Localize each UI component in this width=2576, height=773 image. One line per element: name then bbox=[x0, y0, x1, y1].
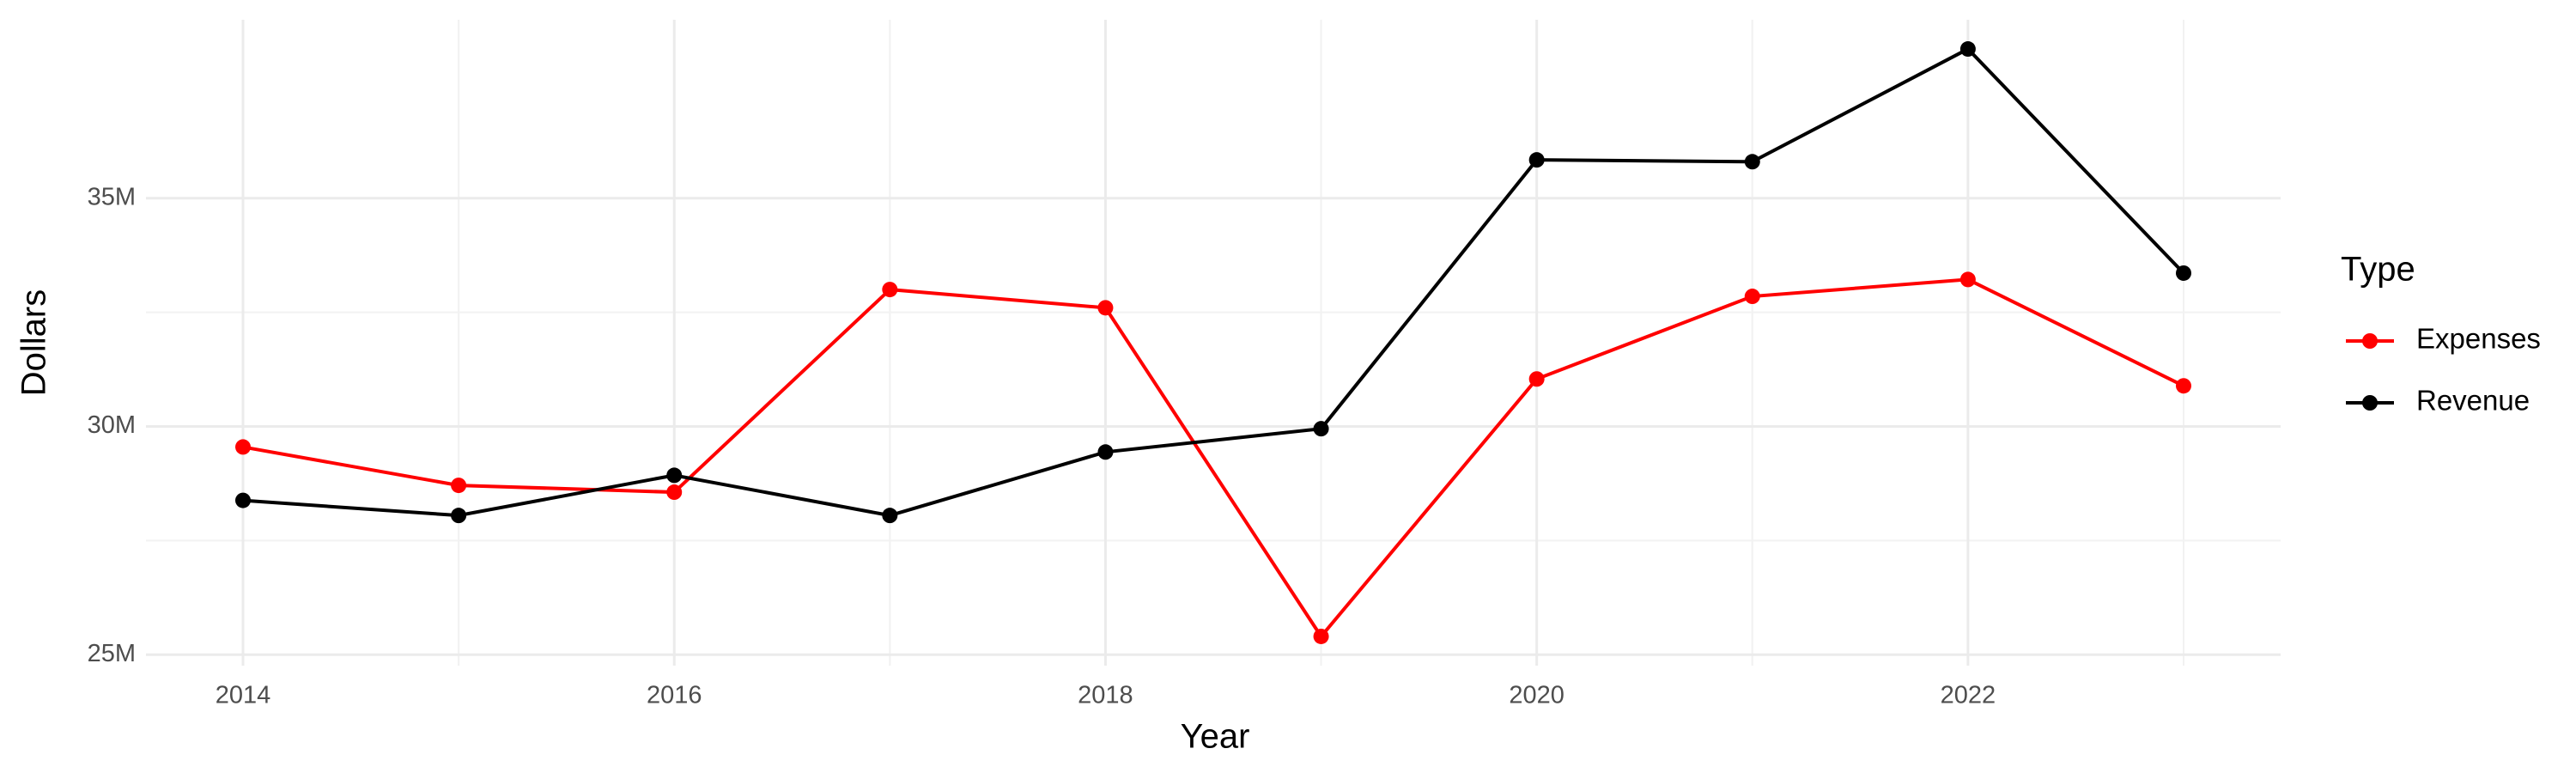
data-point bbox=[1528, 371, 1545, 387]
data-point bbox=[1313, 628, 1329, 644]
legend-label: Revenue bbox=[2416, 385, 2530, 417]
data-point bbox=[882, 508, 898, 524]
data-point bbox=[1528, 152, 1545, 168]
x-axis-title: Year bbox=[1181, 718, 1250, 756]
data-point bbox=[1313, 421, 1329, 437]
x-tick-label: 2022 bbox=[1941, 682, 1996, 709]
x-tick-label: 2020 bbox=[1509, 682, 1564, 709]
y-axis-title: Dollars bbox=[15, 289, 53, 396]
data-point bbox=[1744, 154, 1760, 170]
data-point bbox=[1744, 289, 1760, 305]
data-point bbox=[451, 508, 467, 524]
data-point bbox=[1097, 444, 1114, 460]
legend-label: Expenses bbox=[2416, 323, 2541, 355]
legend-point bbox=[2362, 395, 2378, 411]
data-point bbox=[1097, 300, 1114, 316]
series-line bbox=[242, 277, 2184, 640]
data-point bbox=[666, 484, 683, 501]
legend-point bbox=[2362, 333, 2378, 349]
legend-title: Type bbox=[2341, 251, 2415, 289]
y-tick-label: 35M bbox=[88, 183, 136, 210]
y-tick-label: 25M bbox=[88, 640, 136, 667]
data-point bbox=[1959, 271, 1976, 288]
x-tick-label: 2014 bbox=[216, 682, 271, 709]
y-tick-label: 30M bbox=[88, 411, 136, 439]
x-tick-label: 2016 bbox=[647, 682, 702, 709]
data-point bbox=[882, 282, 898, 298]
data-point bbox=[235, 492, 251, 508]
x-tick-label: 2018 bbox=[1078, 682, 1133, 709]
data-point bbox=[2176, 378, 2191, 394]
series-line bbox=[242, 46, 2185, 518]
data-point bbox=[666, 467, 683, 484]
data-point bbox=[451, 478, 467, 494]
data-point bbox=[2176, 265, 2191, 281]
data-point bbox=[235, 439, 251, 455]
data-point bbox=[1959, 41, 1976, 58]
